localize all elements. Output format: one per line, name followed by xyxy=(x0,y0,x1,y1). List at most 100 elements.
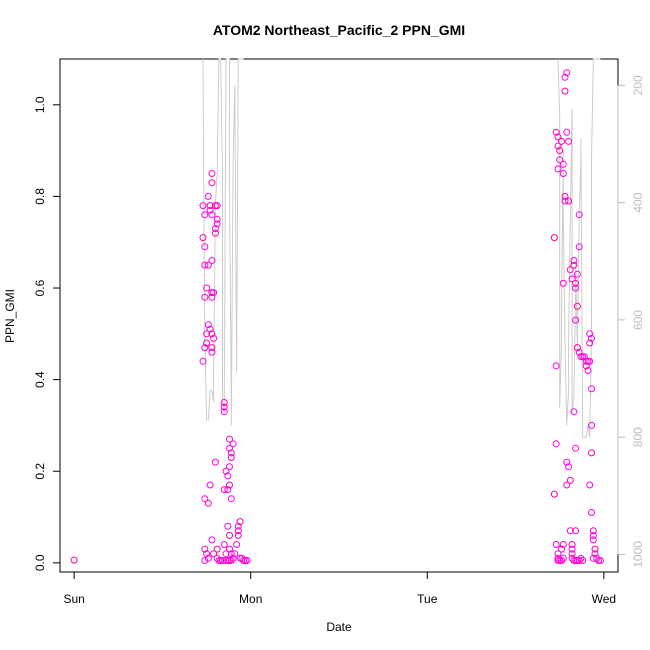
data-point xyxy=(208,330,216,338)
data-point xyxy=(558,557,565,564)
data-point xyxy=(204,499,212,507)
data-point xyxy=(566,266,574,274)
data-point xyxy=(550,490,558,498)
data-point xyxy=(211,229,219,237)
data-point xyxy=(203,550,211,558)
data-point xyxy=(572,279,580,287)
data-point xyxy=(227,495,235,503)
data-point xyxy=(556,147,564,155)
data-point xyxy=(586,481,594,489)
data-point xyxy=(559,160,567,168)
data-point xyxy=(559,170,567,177)
data-point xyxy=(554,550,562,558)
data-point xyxy=(213,545,221,553)
data-point xyxy=(70,556,78,564)
data-point xyxy=(589,536,597,544)
data-point xyxy=(575,557,583,564)
data-point xyxy=(227,557,235,564)
data-point xyxy=(572,527,580,535)
data-point xyxy=(577,554,585,562)
data-point xyxy=(208,170,216,177)
data-point xyxy=(206,202,214,210)
data-point xyxy=(552,440,560,448)
secondary-y-tick-label: 1000 xyxy=(631,541,645,568)
data-point xyxy=(570,257,578,264)
data-point xyxy=(559,541,567,548)
data-point xyxy=(554,142,562,150)
data-point xyxy=(211,458,219,466)
data-point xyxy=(565,197,573,205)
data-point xyxy=(234,522,242,530)
data-point xyxy=(558,137,565,145)
data-point xyxy=(561,192,569,200)
data-point xyxy=(203,339,211,347)
y-tick-label: 1.0 xyxy=(33,96,47,113)
secondary-y-tick-label: 800 xyxy=(631,427,645,447)
data-point xyxy=(222,550,230,558)
data-point xyxy=(575,211,583,219)
data-point xyxy=(572,316,580,324)
data-point xyxy=(220,486,228,494)
secondary-y-tick-label: 400 xyxy=(631,192,645,212)
data-point xyxy=(556,156,564,164)
data-point xyxy=(563,458,571,466)
y-tick-label: 0.4 xyxy=(33,371,47,388)
y-tick-label: 0.2 xyxy=(33,463,47,480)
data-point xyxy=(580,353,588,361)
data-point xyxy=(226,435,233,443)
data-point xyxy=(201,261,209,269)
data-point xyxy=(573,344,581,352)
data-point xyxy=(552,362,560,370)
data-point xyxy=(226,545,233,553)
data-point xyxy=(588,449,595,457)
secondary-y-axis: 200 400 600 800 1000 xyxy=(617,75,645,568)
data-point xyxy=(226,444,233,452)
data-point xyxy=(229,554,237,562)
data-point xyxy=(226,481,233,489)
data-point xyxy=(589,527,597,535)
data-point xyxy=(554,554,562,562)
data-point xyxy=(208,344,216,352)
data-point xyxy=(208,293,216,301)
data-point xyxy=(224,486,232,494)
data-point xyxy=(206,481,214,489)
data-point xyxy=(566,527,574,535)
x-tick-label: Mon xyxy=(239,592,262,606)
y-tick-label: 0.8 xyxy=(33,188,47,205)
data-point xyxy=(561,87,569,95)
data-point xyxy=(201,211,209,219)
data-point xyxy=(224,472,232,480)
data-point xyxy=(213,220,221,228)
data-point xyxy=(588,334,595,342)
x-axis: Sun Mon Tue Wed xyxy=(63,571,616,606)
data-point xyxy=(596,557,604,564)
data-point xyxy=(208,257,216,264)
data-point xyxy=(199,357,207,365)
data-point xyxy=(573,270,581,278)
x-axis-label: Date xyxy=(326,620,352,634)
y-axis-label: PPN_GMI xyxy=(3,289,17,343)
data-point xyxy=(204,192,212,200)
plot-frame xyxy=(59,58,619,573)
data-point xyxy=(563,69,571,77)
data-point xyxy=(204,554,212,562)
data-point xyxy=(586,357,594,365)
data-point xyxy=(201,344,209,352)
data-point xyxy=(226,463,233,471)
chart-title: ATOM2 Northeast_Pacific_2 PPN_GMI xyxy=(213,22,465,38)
data-point xyxy=(579,557,587,564)
data-point xyxy=(233,541,241,548)
data-point xyxy=(572,444,580,452)
data-point xyxy=(222,467,230,475)
data-point xyxy=(243,557,251,564)
data-point xyxy=(570,408,578,416)
data-point xyxy=(573,302,581,310)
data-point xyxy=(210,334,218,342)
data-point xyxy=(227,449,235,457)
data-point xyxy=(204,321,212,329)
data-point xyxy=(227,454,235,461)
data-point xyxy=(568,275,576,283)
data-point xyxy=(572,284,580,292)
data-point xyxy=(586,330,594,338)
data-point xyxy=(201,243,209,251)
